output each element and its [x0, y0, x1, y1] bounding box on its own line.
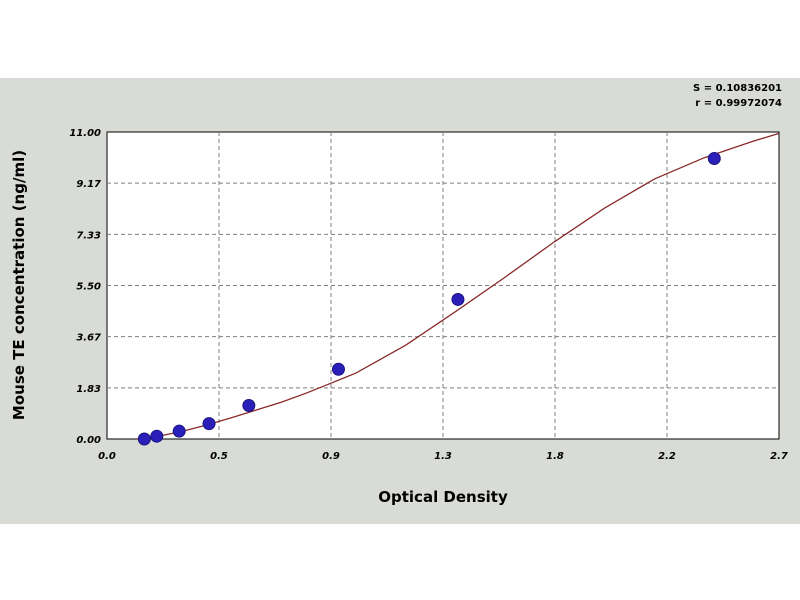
x-axis-title: Optical Density	[378, 488, 508, 506]
data-point	[150, 429, 164, 443]
x-tick-label: 0.0	[98, 451, 116, 462]
stat-r-value: r = 0.99972074	[695, 98, 782, 109]
y-tick-label: 0.00	[76, 435, 101, 446]
data-point	[331, 362, 345, 376]
x-tick-label: 2.7	[770, 451, 788, 462]
data-point	[707, 152, 721, 166]
data-point	[172, 424, 186, 438]
y-tick-label: 5.50	[76, 282, 101, 293]
data-point	[202, 417, 216, 431]
y-tick-label: 11.00	[69, 128, 101, 139]
y-tick-label: 1.83	[76, 384, 101, 395]
y-tick-label: 3.67	[76, 333, 101, 344]
data-point	[242, 399, 256, 413]
tick-labels: 0.0 0.5 0.9 1.3 1.8 2.2 2.7 0.00 1.83 3.67 5.50 7.3…	[69, 128, 788, 462]
stat-s-value: S = 0.10836201	[693, 83, 782, 94]
y-tick-label: 7.33	[76, 230, 101, 241]
data-point	[137, 432, 151, 446]
data-point	[451, 292, 465, 306]
data-points	[137, 152, 721, 446]
y-tick-label: 9.17	[76, 179, 101, 190]
x-tick-label: 0.5	[210, 451, 228, 462]
chart-svg: 0.0 0.5 0.9 1.3 1.8 2.2 2.7 0.00 1.83 3.67 5.50 7.3…	[10, 83, 788, 506]
x-tick-label: 0.9	[322, 451, 340, 462]
chart-figure: 0.0 0.5 0.9 1.3 1.8 2.2 2.7 0.00 1.83 3.67 5.50 7.3…	[0, 78, 800, 524]
y-axis-title: Mouse TE concentration (ng/ml)	[10, 150, 28, 420]
x-tick-label: 1.8	[546, 451, 564, 462]
x-tick-label: 2.2	[658, 451, 676, 462]
grid-lines	[107, 132, 779, 439]
x-tick-label: 1.3	[434, 451, 452, 462]
